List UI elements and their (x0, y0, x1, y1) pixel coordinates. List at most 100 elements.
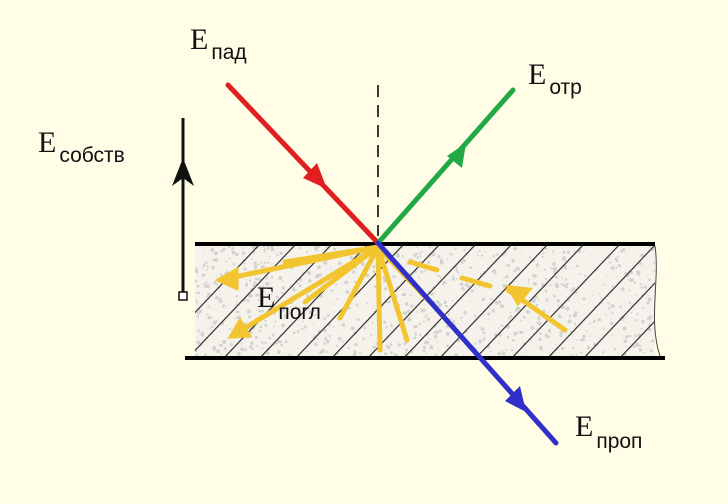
speckle-dot (222, 304, 226, 308)
absorbed-ray (407, 259, 440, 273)
speckle-dot (573, 250, 576, 253)
speckle-dot (384, 352, 388, 356)
label-transmitted-main: E (575, 410, 594, 443)
speckle-dot (636, 313, 639, 316)
speckle-dot (602, 327, 605, 330)
speckle-dot (231, 250, 236, 255)
speckle-dot (278, 276, 283, 280)
speckle-dot (258, 309, 261, 313)
speckle-dot (534, 275, 537, 277)
speckle-dot (423, 308, 426, 312)
speckle-dot (633, 281, 636, 284)
speckle-dot (227, 246, 231, 249)
speckle-dot (574, 291, 577, 294)
speckle-dot (615, 266, 618, 269)
speckle-dot (649, 318, 652, 321)
speckle-dot (397, 343, 401, 347)
speckle-dot (210, 248, 215, 252)
speckle-dot (316, 246, 320, 249)
speckle-dot (568, 314, 572, 318)
speckle-dot (509, 314, 513, 318)
speckle-dot (362, 337, 365, 341)
speckle-dot (370, 350, 373, 352)
speckle-dot (195, 299, 197, 302)
speckle-dot (353, 350, 357, 355)
speckle-dot (356, 318, 360, 322)
speckle-dot (264, 319, 267, 323)
speckle-dot (653, 261, 655, 264)
speckle-dot (557, 314, 562, 319)
speckle-dot (564, 278, 568, 281)
speckle-dot (438, 350, 440, 352)
speckle-dot (506, 335, 510, 339)
speckle-dot (386, 346, 391, 350)
speckle-dot (501, 324, 504, 328)
speckle-dot (459, 282, 464, 286)
speckle-dot (262, 246, 266, 248)
speckle-dot (449, 317, 452, 321)
speckle-dot (201, 273, 206, 277)
speckle-dot (534, 297, 537, 301)
speckle-dot (363, 326, 367, 330)
speckle-texture (195, 246, 655, 358)
speckle-dot (460, 316, 463, 320)
hatch-line (511, 246, 619, 358)
reflected-ray (375, 87, 516, 246)
speckle-dot (433, 334, 438, 339)
speckle-dot (236, 300, 239, 303)
speckle-dot (573, 322, 577, 326)
speckle-dot (275, 342, 279, 345)
speckle-dot (521, 330, 524, 333)
speckle-dot (474, 288, 477, 290)
speckle-dot (373, 310, 375, 313)
speckle-dot (422, 345, 427, 350)
speckle-dot (235, 310, 239, 314)
speckle-dot (515, 308, 519, 312)
speckle-dot (560, 305, 565, 309)
speckle-dot (215, 295, 219, 300)
speckle-dot (299, 278, 302, 281)
speckle-dot (580, 351, 583, 354)
speckle-dot (196, 301, 199, 304)
speckle-dot (505, 349, 508, 351)
speckle-dot (607, 302, 610, 305)
speckle-dot (419, 270, 423, 274)
speckle-dot (640, 286, 643, 289)
speckle-dot (640, 341, 642, 343)
speckle-dot (494, 272, 497, 275)
speckle-dot (284, 314, 289, 319)
speckle-dot (195, 279, 197, 283)
speckle-dot (639, 283, 642, 286)
speckle-dot (541, 283, 545, 287)
speckle-dot (439, 260, 444, 265)
speckle-dot (642, 265, 645, 267)
speckle-dot (317, 265, 321, 270)
speckle-dot (553, 266, 558, 271)
speckle-dot (297, 347, 299, 349)
speckle-dot (303, 325, 307, 329)
speckle-dot (371, 321, 374, 324)
speckle-dot (611, 285, 614, 288)
speckle-dot (470, 246, 473, 247)
speckle-dot (463, 248, 466, 252)
speckle-dot (245, 278, 247, 281)
speckle-dot (407, 317, 412, 322)
speckle-dot (497, 351, 501, 356)
speckle-dot (527, 278, 530, 281)
speckle-dot (648, 315, 653, 319)
speckle-dot (247, 309, 251, 314)
speckle-dot (262, 347, 264, 349)
speckle-dot (436, 300, 440, 304)
speckle-dot (275, 295, 279, 299)
speckle-dot (296, 330, 300, 333)
speckle-dot (617, 352, 619, 355)
speckle-dot (258, 329, 261, 332)
speckle-dot (442, 280, 446, 284)
speckle-dot (622, 326, 627, 331)
speckle-dot (390, 324, 393, 328)
speckle-dot (482, 337, 486, 341)
speckle-dot (214, 257, 219, 262)
